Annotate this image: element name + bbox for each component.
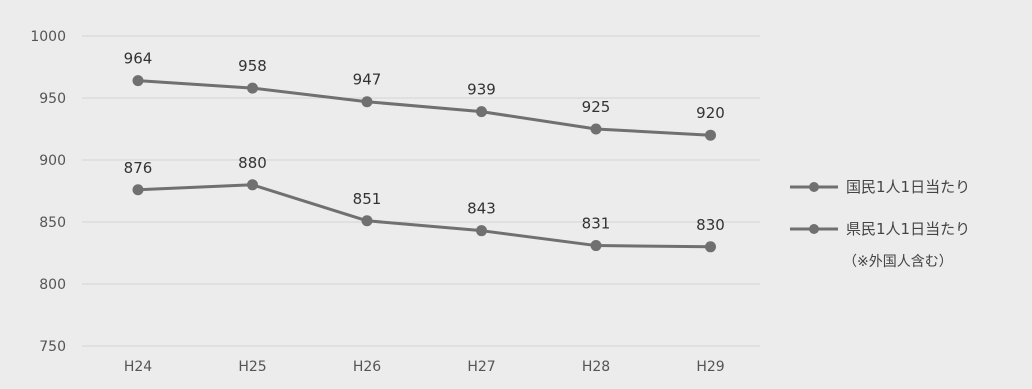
- data-label: 843: [467, 200, 496, 218]
- data-label: 925: [582, 98, 611, 116]
- y-tick-label: 800: [39, 277, 66, 293]
- legend-marker-prefecture: [809, 224, 819, 234]
- x-tick-label: H28: [582, 359, 610, 375]
- data-label: 964: [124, 50, 153, 68]
- data-point: [132, 75, 144, 87]
- data-point: [590, 240, 602, 252]
- data-label: 830: [696, 216, 725, 234]
- data-labels: 964 958 947 939 925 920 876 880 851 843 831 830: [124, 50, 725, 234]
- data-label: 831: [582, 215, 611, 233]
- data-label: 958: [238, 57, 267, 75]
- data-points: [132, 75, 716, 253]
- x-tick-label: H29: [696, 359, 724, 375]
- y-tick-label: 750: [39, 339, 66, 355]
- data-label: 920: [696, 104, 725, 122]
- y-tick-label: 850: [39, 215, 66, 231]
- legend: 国民1人1日当たり 県民1人1日当たり （※外国人含む）: [790, 178, 970, 270]
- data-point: [476, 225, 487, 237]
- data-label: 876: [124, 159, 153, 177]
- data-point: [705, 129, 716, 141]
- series-line-0: [137, 79, 711, 137]
- x-tick-label: H27: [467, 359, 495, 375]
- data-point: [590, 123, 602, 135]
- data-label: 947: [353, 71, 382, 89]
- legend-marker-national: [809, 182, 819, 192]
- data-point: [705, 241, 716, 253]
- y-axis: 1000 950 900 850 800 750: [30, 29, 66, 355]
- y-tick-label: 950: [39, 91, 66, 107]
- data-point: [132, 184, 144, 196]
- y-tick-label: 1000: [30, 29, 66, 45]
- data-point: [476, 106, 487, 118]
- legend-note: （※外国人含む）: [843, 254, 953, 270]
- x-tick-label: H24: [124, 359, 152, 375]
- data-point: [361, 215, 373, 227]
- x-tick-label: H26: [353, 359, 381, 375]
- x-axis: H24 H25 H26 H27 H28 H29: [124, 359, 725, 375]
- grid-lines: [82, 35, 760, 347]
- legend-label-prefecture: 県民1人1日当たり: [846, 220, 970, 238]
- data-label: 880: [238, 154, 267, 172]
- data-point: [361, 96, 373, 108]
- x-tick-label: H25: [238, 359, 266, 375]
- y-tick-label: 900: [39, 153, 66, 169]
- series-line-1: [137, 183, 711, 249]
- legend-label-national: 国民1人1日当たり: [846, 178, 970, 196]
- data-label: 851: [353, 190, 382, 208]
- data-label: 939: [467, 81, 496, 99]
- data-point: [247, 82, 258, 94]
- data-point: [247, 179, 258, 191]
- series-lines: [137, 79, 711, 249]
